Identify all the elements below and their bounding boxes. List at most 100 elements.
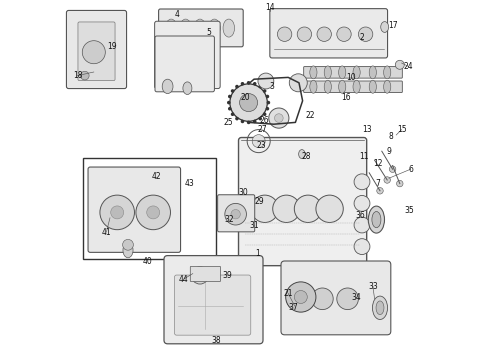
Circle shape [247,81,250,85]
Ellipse shape [298,150,305,158]
Text: 10: 10 [346,73,356,82]
FancyBboxPatch shape [155,36,215,92]
Circle shape [136,195,171,230]
Circle shape [258,73,274,89]
Text: 15: 15 [397,125,406,134]
Circle shape [294,291,307,303]
Text: 32: 32 [224,215,234,224]
Text: 3: 3 [270,82,274,91]
Circle shape [354,239,370,255]
Text: 21: 21 [283,289,293,298]
FancyBboxPatch shape [174,275,251,335]
Circle shape [354,174,370,190]
Circle shape [294,195,321,222]
Circle shape [147,206,160,219]
Circle shape [263,89,267,93]
Circle shape [241,82,245,86]
Circle shape [316,195,343,222]
Text: 7: 7 [376,179,381,188]
Circle shape [337,288,358,310]
Text: 14: 14 [266,3,275,12]
Circle shape [225,203,246,225]
Circle shape [396,180,403,187]
Text: 19: 19 [107,42,117,51]
Text: 34: 34 [352,292,362,302]
Ellipse shape [180,19,192,37]
Circle shape [251,195,278,222]
Circle shape [390,166,396,172]
Circle shape [230,84,268,121]
Ellipse shape [381,22,389,32]
Circle shape [241,120,245,123]
Text: 23: 23 [256,141,266,150]
Circle shape [312,288,333,310]
Bar [83,158,216,259]
Text: 44: 44 [179,274,189,284]
Ellipse shape [369,66,376,79]
Circle shape [354,217,370,233]
Text: 16: 16 [341,93,351,102]
Circle shape [263,112,267,116]
Ellipse shape [209,19,220,37]
Circle shape [277,27,292,41]
Circle shape [377,188,383,194]
Ellipse shape [162,79,173,94]
Text: 17: 17 [388,21,397,30]
Circle shape [235,117,239,120]
Circle shape [231,112,234,116]
FancyBboxPatch shape [67,10,126,89]
Text: 38: 38 [211,336,221,345]
Text: 29: 29 [255,197,264,206]
Circle shape [253,82,257,86]
Text: 6: 6 [408,165,413,174]
Text: 12: 12 [373,159,383,168]
Circle shape [235,85,239,89]
Text: 35: 35 [404,206,414,215]
Circle shape [317,27,331,41]
Ellipse shape [372,211,381,228]
Circle shape [252,135,265,148]
Ellipse shape [324,66,331,79]
Circle shape [286,288,308,310]
Ellipse shape [395,60,404,69]
FancyBboxPatch shape [304,67,402,78]
Ellipse shape [384,80,391,93]
Circle shape [231,89,234,93]
Text: 26: 26 [260,116,270,125]
Text: 20: 20 [240,93,250,102]
Text: 24: 24 [404,62,414,71]
Text: 41: 41 [101,228,111,237]
Ellipse shape [166,19,177,37]
Ellipse shape [368,206,385,233]
Text: 5: 5 [207,28,212,37]
Circle shape [269,108,289,128]
Text: 39: 39 [222,271,232,280]
FancyBboxPatch shape [270,9,388,58]
Text: 37: 37 [289,303,298,312]
Ellipse shape [310,66,317,79]
Text: 30: 30 [238,188,248,197]
Circle shape [80,71,89,80]
Ellipse shape [339,80,346,93]
Circle shape [337,27,351,41]
Circle shape [273,195,300,222]
Circle shape [164,52,182,70]
Text: 4: 4 [174,10,179,19]
Text: 31: 31 [249,220,259,230]
Circle shape [258,85,262,89]
Circle shape [111,206,123,219]
Text: 2: 2 [360,33,365,42]
FancyBboxPatch shape [164,256,263,344]
Text: 42: 42 [152,172,162,181]
FancyBboxPatch shape [190,266,220,282]
Circle shape [286,282,316,312]
Ellipse shape [353,66,360,79]
Ellipse shape [353,80,360,93]
Circle shape [297,27,312,41]
Ellipse shape [310,80,317,93]
FancyBboxPatch shape [281,261,391,335]
Text: 18: 18 [73,71,82,80]
Circle shape [274,114,283,122]
Circle shape [266,107,269,111]
Ellipse shape [376,301,384,315]
